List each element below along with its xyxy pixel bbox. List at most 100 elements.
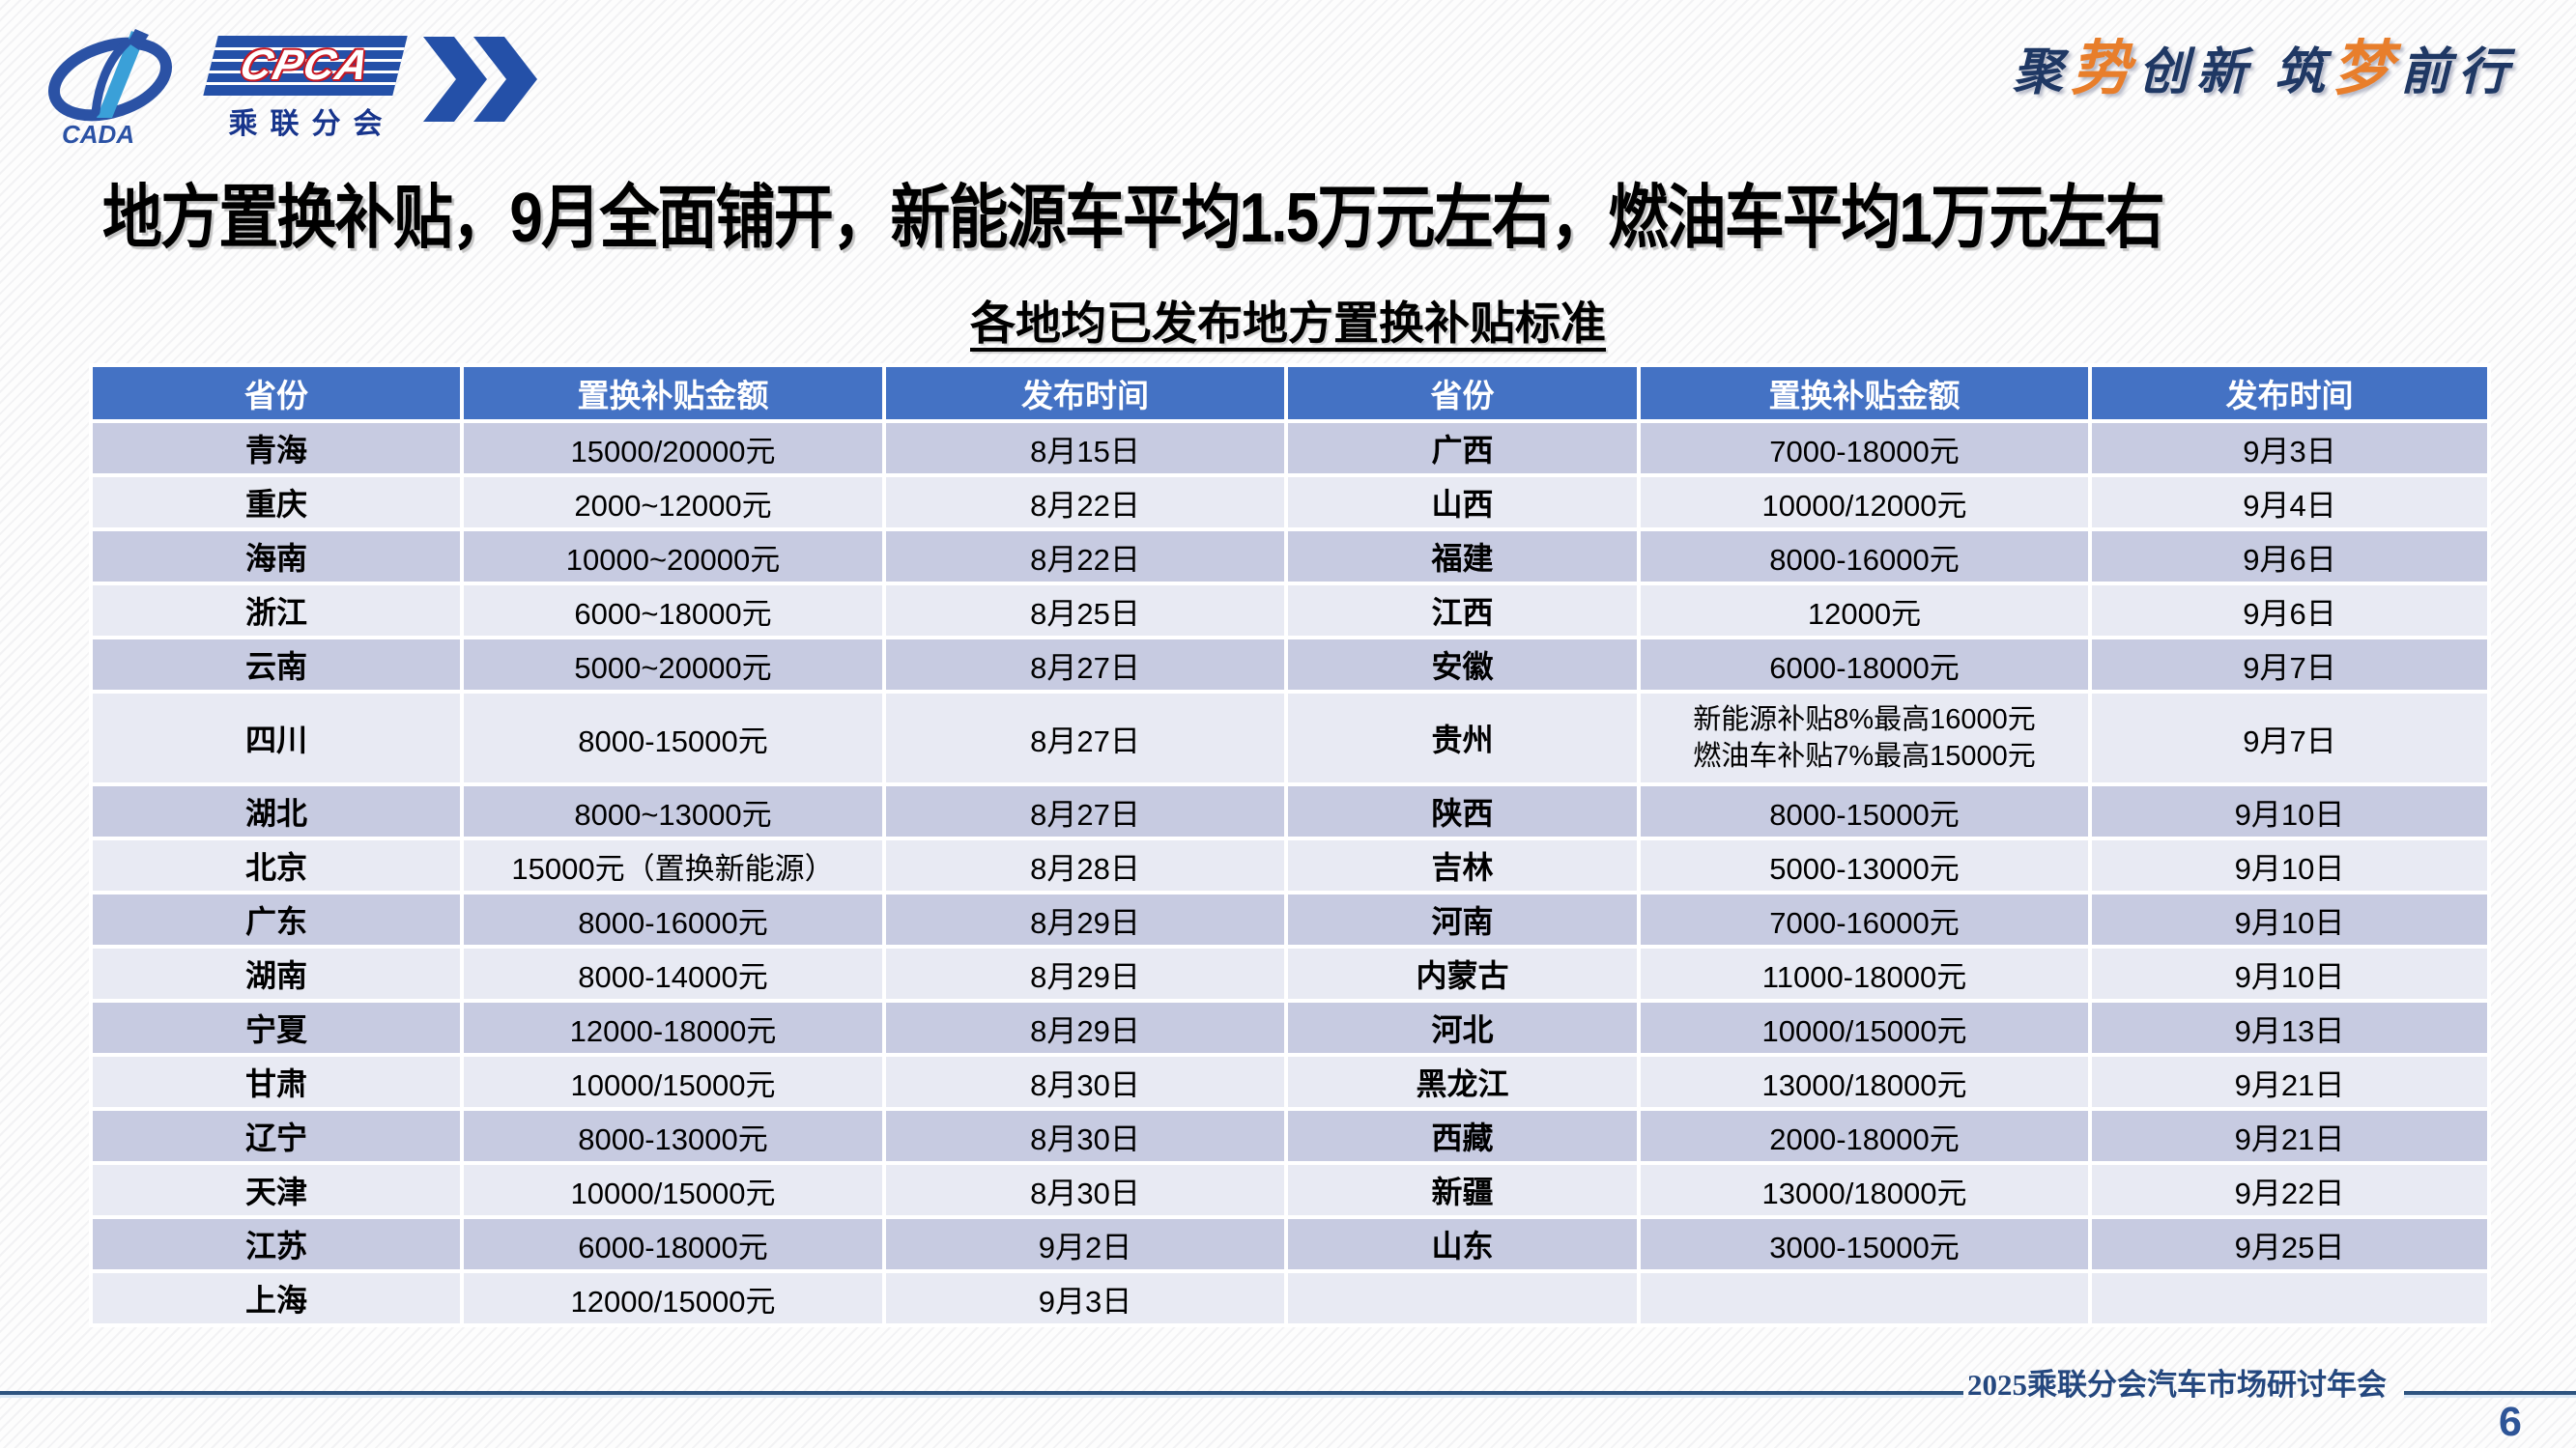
province-cell: 陕西 bbox=[1284, 782, 1641, 840]
value-cell bbox=[2088, 1269, 2491, 1327]
page-title: 地方置换补贴，9月全面铺开，新能源车平均1.5万元左右，燃油车平均1万元左右 bbox=[102, 180, 2165, 257]
table-row: 北京 15000元（置换新能源） 8月28日 吉林 5000-13000元 9月10日 bbox=[89, 837, 2491, 894]
table-row: 湖北 8000~13000元 8月27日 陕西 8000-15000元 9月10日 bbox=[89, 782, 2491, 840]
value-cell: 8月27日 bbox=[882, 636, 1288, 694]
value-cell: 5000~20000元 bbox=[460, 636, 886, 694]
slogan: 聚势创新 筑梦前行 bbox=[2013, 19, 2516, 106]
value-cell: 2000-18000元 bbox=[1637, 1107, 2092, 1165]
province-cell bbox=[1284, 1269, 1641, 1327]
table-header-row: 省份 置换补贴金额 发布时间 省份 置换补贴金额 发布时间 bbox=[89, 363, 2491, 423]
value-cell: 9月6日 bbox=[2088, 582, 2491, 639]
value-cell: 9月3日 bbox=[882, 1269, 1288, 1327]
cada-label: CADA bbox=[62, 120, 134, 147]
value-cell: 7000-18000元 bbox=[1637, 419, 2092, 477]
province-cell: 江苏 bbox=[89, 1215, 464, 1273]
value-cell: 3000-15000元 bbox=[1637, 1215, 2092, 1273]
cada-emblem-icon: CADA bbox=[47, 29, 173, 147]
value-cell: 10000~20000元 bbox=[460, 527, 886, 585]
province-cell: 四川 bbox=[89, 690, 464, 786]
table-row: 江苏 6000-18000元 9月2日 山东 3000-15000元 9月25日 bbox=[89, 1215, 2491, 1273]
value-cell: 10000/15000元 bbox=[1637, 999, 2092, 1057]
value-cell: 9月3日 bbox=[2088, 419, 2491, 477]
province-cell: 青海 bbox=[89, 419, 464, 477]
value-cell: 9月21日 bbox=[2088, 1107, 2491, 1165]
province-cell: 内蒙古 bbox=[1284, 945, 1641, 1003]
value-cell: 9月4日 bbox=[2088, 473, 2491, 531]
value-cell: 12000/15000元 bbox=[460, 1269, 886, 1327]
section-subtitle: 各地均已发布地方置换补贴标准 bbox=[970, 298, 1606, 349]
value-cell: 15000元（置换新能源） bbox=[460, 837, 886, 894]
value-cell: 8000-16000元 bbox=[1637, 527, 2092, 585]
value-cell: 8月22日 bbox=[882, 473, 1288, 531]
value-cell: 9月13日 bbox=[2088, 999, 2491, 1057]
province-cell: 上海 bbox=[89, 1269, 464, 1327]
province-cell: 广西 bbox=[1284, 419, 1641, 477]
cpca-logo-text: CPCA bbox=[235, 42, 376, 89]
value-cell: 8月29日 bbox=[882, 945, 1288, 1003]
value-cell: 13000/18000元 bbox=[1637, 1053, 2092, 1111]
table-row: 云南 5000~20000元 8月27日 安徽 6000-18000元 9月7日 bbox=[89, 636, 2491, 694]
cpca-cada-logo: CADA CPCA 乘联分会 bbox=[35, 25, 537, 147]
table-row: 重庆 2000~12000元 8月22日 山西 10000/12000元 9月4日 bbox=[89, 473, 2491, 531]
province-cell: 福建 bbox=[1284, 527, 1641, 585]
value-cell: 新能源补贴8%最高16000元 燃油车补贴7%最高15000元 bbox=[1637, 690, 2092, 786]
value-cell: 8000-16000元 bbox=[460, 891, 886, 949]
province-cell: 广东 bbox=[89, 891, 464, 949]
value-cell: 8月29日 bbox=[882, 999, 1288, 1057]
table-row: 天津 10000/15000元 8月30日 新疆 13000/18000元 9月22日 bbox=[89, 1161, 2491, 1219]
province-cell: 云南 bbox=[89, 636, 464, 694]
province-cell: 吉林 bbox=[1284, 837, 1641, 894]
province-cell: 湖北 bbox=[89, 782, 464, 840]
table-row: 广东 8000-16000元 8月29日 河南 7000-16000元 9月10日 bbox=[89, 891, 2491, 949]
value-cell: 9月6日 bbox=[2088, 527, 2491, 585]
province-cell: 山西 bbox=[1284, 473, 1641, 531]
footer-divider-left bbox=[0, 1391, 1963, 1398]
value-cell: 9月2日 bbox=[882, 1215, 1288, 1273]
value-cell: 15000/20000元 bbox=[460, 419, 886, 477]
value-cell: 8月22日 bbox=[882, 527, 1288, 585]
page-number: 6 bbox=[2499, 1399, 2522, 1445]
province-cell: 安徽 bbox=[1284, 636, 1641, 694]
header-cell-amount-2: 置换补贴金额 bbox=[1637, 363, 2092, 423]
value-cell: 9月22日 bbox=[2088, 1161, 2491, 1219]
value-cell: 8月25日 bbox=[882, 582, 1288, 639]
value-cell: 9月21日 bbox=[2088, 1053, 2491, 1111]
value-cell: 8月28日 bbox=[882, 837, 1288, 894]
header-cell-date-1: 发布时间 bbox=[882, 363, 1288, 423]
value-cell: 10000/15000元 bbox=[460, 1161, 886, 1219]
table-row: 辽宁 8000-13000元 8月30日 西藏 2000-18000元 9月21日 bbox=[89, 1107, 2491, 1165]
double-chevron-icon bbox=[423, 37, 537, 122]
value-cell: 10000/15000元 bbox=[460, 1053, 886, 1111]
province-cell: 浙江 bbox=[89, 582, 464, 639]
table-row: 青海 15000/20000元 8月15日 广西 7000-18000元 9月3日 bbox=[89, 419, 2491, 477]
value-cell: 9月10日 bbox=[2088, 837, 2491, 894]
table-row: 上海 12000/15000元 9月3日 bbox=[89, 1269, 2491, 1327]
value-cell: 2000~12000元 bbox=[460, 473, 886, 531]
province-cell: 新疆 bbox=[1284, 1161, 1641, 1219]
value-cell: 8月30日 bbox=[882, 1107, 1288, 1165]
province-cell: 河南 bbox=[1284, 891, 1641, 949]
value-cell: 9月10日 bbox=[2088, 782, 2491, 840]
province-cell: 西藏 bbox=[1284, 1107, 1641, 1165]
province-cell: 山东 bbox=[1284, 1215, 1641, 1273]
table-row: 浙江 6000~18000元 8月25日 江西 12000元 9月6日 bbox=[89, 582, 2491, 639]
province-cell: 甘肃 bbox=[89, 1053, 464, 1111]
value-cell: 9月25日 bbox=[2088, 1215, 2491, 1273]
value-cell: 8000-15000元 bbox=[1637, 782, 2092, 840]
value-cell: 6000-18000元 bbox=[1637, 636, 2092, 694]
province-cell: 湖南 bbox=[89, 945, 464, 1003]
table-body: 青海 15000/20000元 8月15日 广西 7000-18000元 9月3日 重庆 20… bbox=[89, 419, 2491, 1327]
value-cell: 8月30日 bbox=[882, 1053, 1288, 1111]
slogan-segment: 筑 bbox=[2253, 45, 2333, 100]
value-cell: 8000~13000元 bbox=[460, 782, 886, 840]
footer-divider-right bbox=[2404, 1391, 2576, 1398]
value-cell: 8月15日 bbox=[882, 419, 1288, 477]
slogan-segment: 梦 bbox=[2332, 37, 2400, 102]
value-cell: 8月27日 bbox=[882, 782, 1288, 840]
slogan-segment: 势 bbox=[2070, 37, 2138, 102]
province-cell: 黑龙江 bbox=[1284, 1053, 1641, 1111]
table-row: 湖南 8000-14000元 8月29日 内蒙古 11000-18000元 9月10日 bbox=[89, 945, 2491, 1003]
value-cell: 10000/12000元 bbox=[1637, 473, 2092, 531]
value-cell: 5000-13000元 bbox=[1637, 837, 2092, 894]
